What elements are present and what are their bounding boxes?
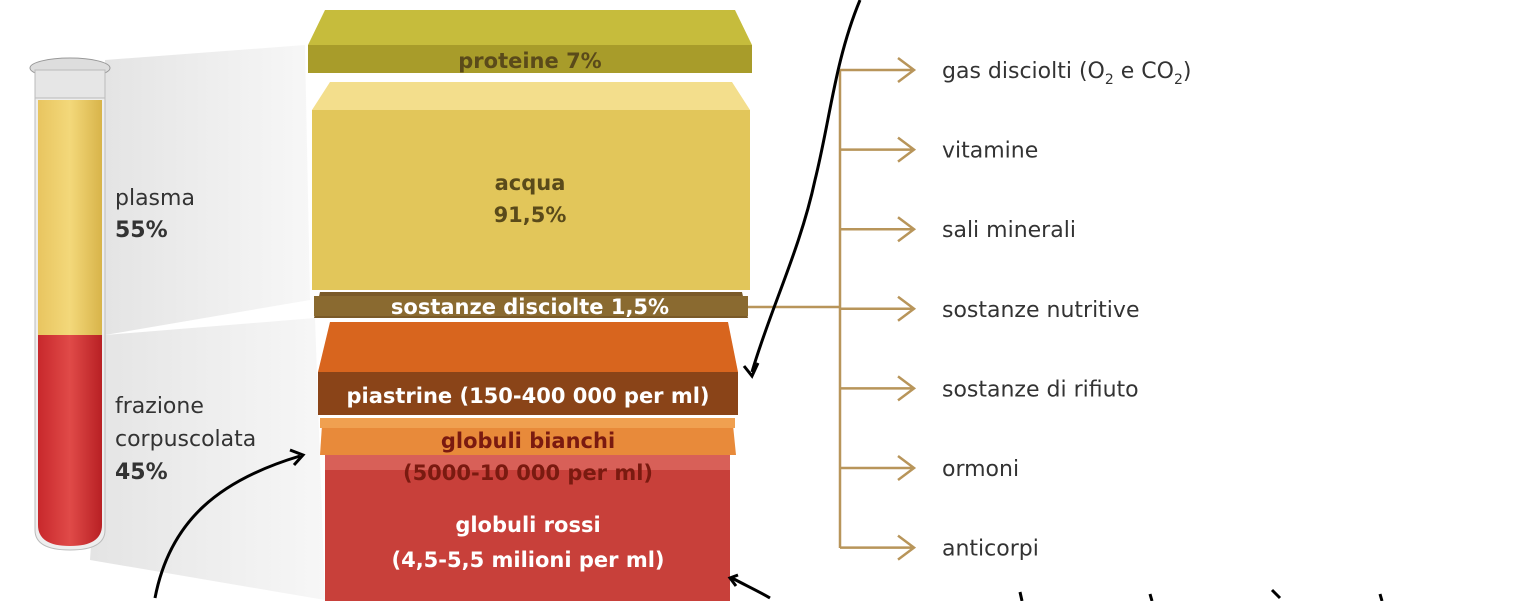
layer-label: piastrine (150-400 000 per ml) [346, 384, 709, 408]
arrow [840, 138, 914, 162]
arrow [840, 217, 914, 241]
list-item: sostanze di rifiuto [942, 377, 1139, 402]
layer-label: acqua [495, 171, 566, 195]
diagram: plasma 55% frazione corpuscolata 45% pro… [0, 0, 1522, 601]
page: {"tube": {"plasma": ["plasma", "55%"], "… [0, 0, 1522, 601]
layer-label: proteine 7% [458, 49, 601, 73]
tube-label: frazione [115, 394, 204, 419]
arrow [840, 58, 914, 82]
tube-label: 55% [115, 218, 168, 243]
layer-label: globuli bianchi [441, 429, 615, 453]
arrow [840, 536, 914, 560]
list-item: sostanze nutritive [942, 298, 1139, 323]
layer-label: globuli rossi [455, 513, 600, 537]
list-item: anticorpi [942, 537, 1039, 562]
list-item: vitamine [942, 139, 1038, 164]
tube-label: plasma [115, 186, 195, 211]
arrows [840, 58, 914, 560]
test-tube [30, 58, 110, 550]
bracket [748, 70, 840, 548]
list-item: ormoni [942, 457, 1019, 482]
arrow [840, 297, 914, 321]
items: gas disciolti (O2 e CO2) vitamine sali mi… [942, 59, 1192, 562]
list-item: sali minerali [942, 218, 1076, 243]
tube-label: corpuscolata [115, 427, 256, 452]
layer-label: (4,5-5,5 milioni per ml) [391, 548, 664, 572]
layer-label: 91,5% [494, 203, 567, 227]
arrow [840, 456, 914, 480]
list-item: gas disciolti (O2 e CO2) [942, 59, 1192, 88]
arrow [840, 376, 914, 400]
layer-label: (5000-10 000 per ml) [403, 461, 653, 485]
layer-label: sostanze disciolte 1,5% [391, 295, 669, 319]
tube-label: 45% [115, 460, 168, 485]
